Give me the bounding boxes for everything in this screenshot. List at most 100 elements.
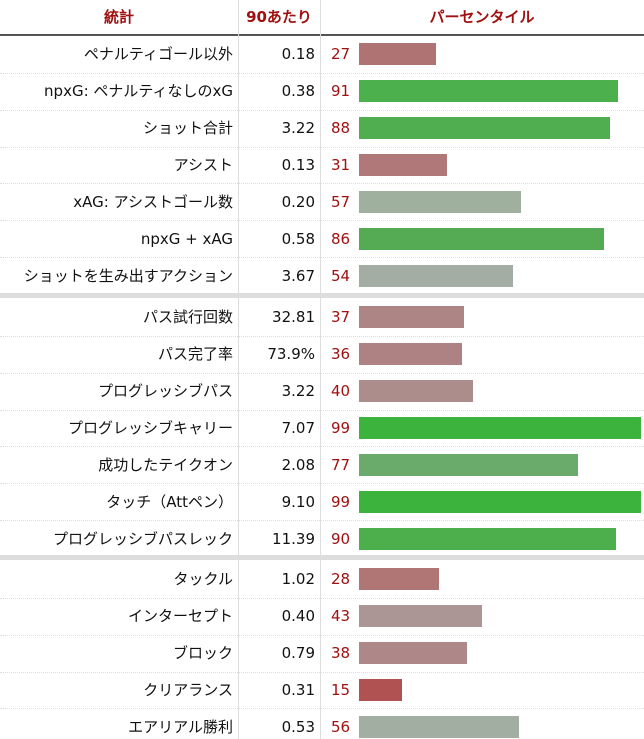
percentile-bar (359, 568, 439, 591)
percentile-value: 31 (331, 155, 351, 174)
per90-value: 0.18 (281, 45, 315, 64)
percentile-value: 28 (331, 570, 351, 589)
stat-name: ショットを生み出すアクション (23, 266, 233, 285)
percentile-value: 36 (331, 345, 351, 364)
percentile-value: 40 (331, 382, 351, 401)
percentile-value: 57 (331, 192, 351, 211)
row-divider (0, 708, 644, 710)
stat-name: クリアランス (143, 680, 233, 699)
row-divider (0, 372, 644, 374)
stat-name: アシスト (173, 155, 233, 174)
percentile-bar (359, 43, 436, 66)
per90-value: 1.02 (281, 570, 315, 589)
percentile-value: 27 (331, 45, 351, 64)
stat-name: 成功したテイクオン (98, 455, 233, 474)
row-divider (0, 183, 644, 185)
per90-value: 2.08 (281, 455, 315, 474)
percentile-value: 56 (331, 717, 351, 736)
row-divider (0, 257, 644, 259)
row-divider (0, 409, 644, 411)
percentile-bar (359, 117, 610, 140)
stat-name: ショット合計 (142, 119, 233, 138)
stat-name: プログレッシブパス (97, 382, 233, 401)
percentile-bar (359, 490, 642, 513)
per90-value: 0.79 (281, 644, 315, 663)
per90-value: 0.38 (281, 82, 315, 101)
per90-value: 0.53 (281, 717, 315, 736)
percentile-bar (359, 153, 448, 176)
percentile-value: 43 (331, 607, 351, 626)
percentile-bar (359, 306, 465, 329)
per90-value: 32.81 (272, 308, 315, 327)
percentile-value: 38 (331, 644, 351, 663)
per90-value: 73.9% (267, 345, 315, 364)
percentile-bar (359, 190, 522, 213)
row-divider (0, 597, 644, 599)
column-divider (238, 0, 239, 739)
column-header: 統計 (103, 8, 134, 26)
percentile-value: 99 (331, 418, 351, 437)
stat-name: npxG + xAG (140, 229, 233, 248)
stat-name: タックル (173, 570, 233, 589)
percentile-bar (359, 678, 402, 701)
row-divider (0, 72, 644, 74)
per90-value: 3.22 (281, 382, 315, 401)
per90-value: 3.67 (281, 266, 315, 285)
percentile-bar (359, 343, 462, 366)
stat-name: パス試行回数 (142, 308, 233, 327)
per90-value: 7.07 (281, 418, 315, 437)
percentile-value: 37 (331, 308, 351, 327)
header-border (0, 34, 644, 36)
per90-value: 0.31 (281, 680, 315, 699)
row-divider (0, 220, 644, 222)
per90-value: 0.40 (281, 607, 315, 626)
percentile-bar (359, 227, 605, 250)
group-separator (0, 293, 644, 298)
per90-value: 11.39 (272, 529, 315, 548)
percentile-value: 91 (331, 82, 351, 101)
stat-name: プログレッシブパスレック (52, 529, 233, 548)
row-divider (0, 634, 644, 636)
row-divider (0, 483, 644, 485)
column-header: パーセンタイル (429, 8, 535, 26)
percentile-bar (359, 453, 579, 476)
column-divider (320, 0, 321, 739)
stat-name: npxG: ペナルティなしのxG (44, 82, 233, 101)
percentile-value: 88 (331, 119, 351, 138)
percentile-bar (359, 264, 513, 287)
percentile-bar (359, 80, 619, 103)
per90-value: 0.13 (281, 155, 315, 174)
stat-name: ブロック (172, 644, 233, 663)
stat-name: インターセプト (127, 607, 233, 626)
stat-name: パス完了率 (157, 345, 233, 364)
percentile-bar (359, 416, 642, 439)
percentile-value: 54 (331, 266, 351, 285)
percentile-bar (359, 605, 482, 628)
row-divider (0, 446, 644, 448)
row-divider (0, 146, 644, 148)
percentile-value: 86 (331, 229, 351, 248)
stat-name: xAG: アシストゴール数 (73, 192, 233, 211)
column-header: 90あたり (246, 8, 312, 26)
group-separator (0, 555, 644, 560)
percentile-bar (359, 380, 473, 403)
percentile-value: 15 (331, 680, 351, 699)
per90-value: 3.22 (281, 119, 315, 138)
stat-name: ペナルティゴール以外 (83, 45, 233, 64)
percentile-bar (359, 642, 468, 665)
percentile-bar (359, 527, 616, 550)
per90-value: 0.20 (281, 192, 315, 211)
stat-name: タッチ（Attペン） (106, 492, 233, 511)
row-divider (0, 109, 644, 111)
row-divider (0, 520, 644, 522)
row-divider (0, 335, 644, 337)
per90-value: 0.58 (281, 229, 315, 248)
percentile-value: 90 (331, 529, 351, 548)
percentile-value: 77 (331, 455, 351, 474)
per90-value: 9.10 (281, 492, 315, 511)
percentile-bar (359, 715, 519, 738)
stat-name: エアリアル勝利 (128, 717, 233, 736)
row-divider (0, 671, 644, 673)
stat-name: プログレッシブキャリー (67, 418, 233, 437)
